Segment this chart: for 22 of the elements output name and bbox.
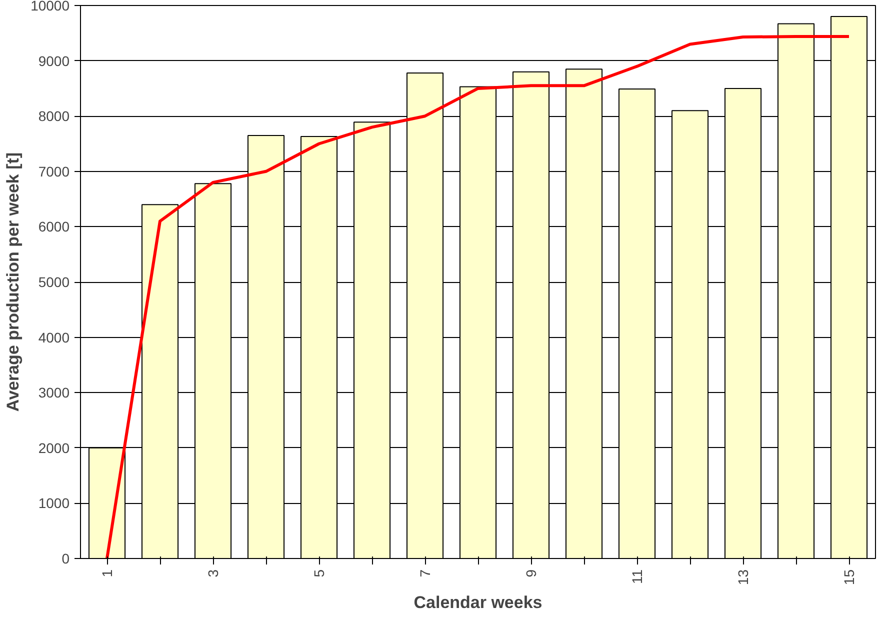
x-tick-label: 11 <box>629 569 645 584</box>
y-tick-label: 5000 <box>38 274 70 290</box>
y-tick-label: 9000 <box>38 52 70 69</box>
x-tick-label: 1 <box>99 569 115 578</box>
line-series <box>106 34 850 558</box>
y-tick-label: 6000 <box>38 218 70 235</box>
y-tick-label: 3000 <box>38 384 70 401</box>
x-tick-label: 7 <box>417 569 433 578</box>
y-tick-label: 10000 <box>30 0 70 14</box>
y-tick-label: 8000 <box>38 108 70 124</box>
y-tick-label: 1000 <box>38 495 70 512</box>
x-tick-label: 9 <box>523 569 539 578</box>
y-tick-label: 0 <box>62 550 70 566</box>
x-tick-label: 5 <box>311 569 327 578</box>
x-tick-label: 13 <box>735 569 751 586</box>
y-tick-label: 2000 <box>38 440 70 456</box>
x-tick-label: 3 <box>205 569 221 578</box>
x-axis-title: Calendar weeks <box>414 593 542 612</box>
x-tick-label: 15 <box>841 569 857 586</box>
y-tick-label: 4000 <box>38 329 70 346</box>
y-axis-title: Average production per week [t] <box>4 152 23 412</box>
y-tick-label: 7000 <box>38 163 70 180</box>
